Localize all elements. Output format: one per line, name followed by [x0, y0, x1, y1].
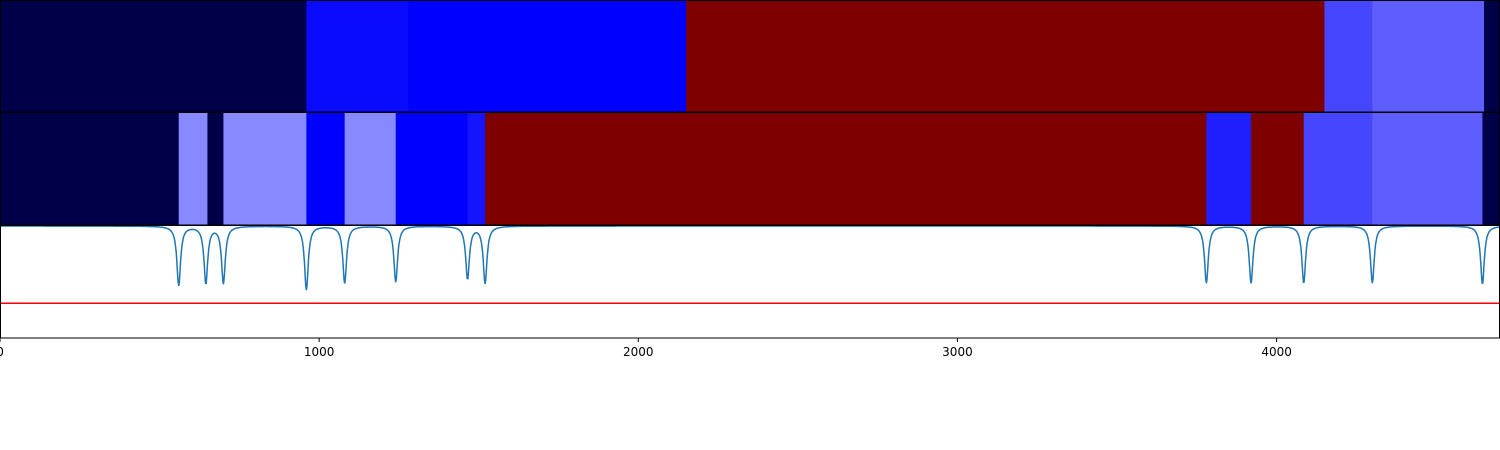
heatmap-segment [1206, 113, 1252, 225]
heatmap-segment [1482, 113, 1500, 225]
heatmap-segment [686, 1, 1325, 112]
heatmap-segment [207, 113, 224, 225]
x-tick-label: 3000 [942, 345, 973, 359]
panel-frame [0, 225, 1500, 339]
heatmap-segment [306, 113, 346, 225]
heatmap-segment [223, 113, 307, 225]
x-tick-label: 0 [0, 345, 4, 359]
heatmap-segment [395, 113, 469, 225]
heatmap-segment [1372, 113, 1483, 225]
signal-line [0, 226, 1500, 291]
top-heatmap-strip [0, 1, 1500, 112]
heatmap-segment [485, 113, 1207, 225]
heatmap-segment [1324, 1, 1373, 112]
heatmap-segment [1372, 1, 1485, 112]
heatmap-segment [0, 113, 180, 225]
middle-heatmap-strip [0, 113, 1500, 225]
x-tick-label: 4000 [1261, 345, 1292, 359]
x-tick-label: 2000 [623, 345, 654, 359]
heatmap-segment [1303, 113, 1373, 225]
heatmap-segment [467, 113, 486, 225]
heatmap-segment [0, 1, 307, 112]
x-axis: 0 1000 2000 3000 4000 [0, 338, 1292, 359]
heatmap-segment [178, 113, 208, 225]
heatmap-segment [1484, 1, 1500, 112]
heatmap-segment [306, 1, 410, 112]
heatmap-segment [408, 1, 687, 112]
heatmap-segment [1251, 113, 1305, 225]
x-tick-label: 1000 [304, 345, 335, 359]
heatmap-segment [344, 113, 397, 225]
